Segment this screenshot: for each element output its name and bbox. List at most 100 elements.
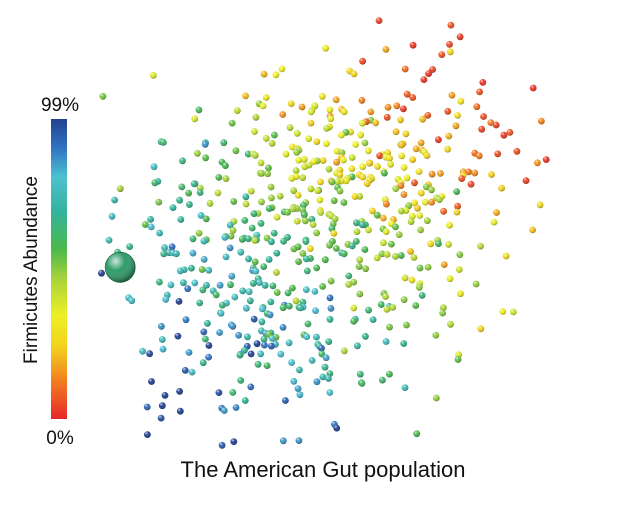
sample-point-shade [176,196,184,204]
sample-point-shade [216,281,224,289]
sample-point-shade [249,279,257,287]
sample-point-shade [292,297,300,305]
sample-point-shade [452,122,460,130]
sample-point-shade [397,182,405,190]
sample-point-shade [420,76,428,83]
sample-point-shade [325,165,333,173]
sample-point-shade [472,280,480,288]
sample-point-shade [367,108,375,116]
sample-point-shade [189,249,197,257]
sample-point-shade [445,132,453,140]
sample-point-shade [446,275,454,283]
sample-point-shade [476,88,483,96]
sample-point-shade [427,240,435,248]
sample-point-shade [162,296,170,303]
highlighted-sample [104,251,136,283]
sample-point-shade [412,302,420,309]
sample-point-shade [313,378,321,386]
sample-point-shade [280,237,287,245]
sample-point-shade [513,147,521,155]
sample-point-shade [321,363,329,371]
sample-point-shade [424,263,432,271]
sample-point-shade [395,231,403,239]
sample-point-shade [502,252,510,260]
sample-points [98,17,550,449]
sample-point-shade [247,187,255,195]
sample-point-shade [246,297,254,305]
sample-point-shade [116,185,124,193]
sample-point-shade [301,217,309,225]
sample-point-shade [362,265,369,273]
sample-point-shade [327,277,335,285]
sample-point-shade [416,212,424,219]
sample-point-shade [534,159,541,167]
sample-point-shade [158,336,166,343]
sample-point-shade [272,71,280,79]
sample-point-shade [200,237,208,245]
sample-point-shade [316,196,324,204]
sample-point-shade [158,322,165,330]
sample-point-shade [402,130,410,138]
sample-point-shade [358,96,366,104]
sample-point-shade [393,102,401,110]
sample-point-shade [201,140,209,148]
sample-point-shade [179,157,186,165]
sample-point-shade [302,286,310,293]
sample-point-shade [435,240,442,248]
sample-point-shade [233,107,241,114]
sample-point-shade [244,235,252,243]
sample-point-shade [265,205,273,212]
sample-point-shade [215,389,223,396]
sample-point-shade [195,229,203,237]
sample-point-shade [218,441,226,449]
sample-point-shade [353,219,360,227]
sample-point-shade [261,281,269,289]
sample-point-shade [387,160,394,168]
sample-point-shade [377,301,385,308]
sample-point-shade [279,111,287,118]
sample-point-shade [231,293,239,301]
sample-point-shade [475,152,483,160]
sample-point-shade [191,115,199,123]
sample-point-shade [167,281,175,289]
sample-point-shade [313,264,321,272]
sample-point-shade [412,145,420,153]
sample-point-shade [529,226,536,234]
x-axis-label: The American Gut population [181,457,466,482]
sample-point-shade [215,174,223,181]
sample-point-shade [202,335,209,343]
sample-point-shade [454,112,461,119]
sample-point-shade [293,217,301,225]
sample-point-shade [155,198,163,206]
sample-point-shade [419,115,426,123]
sample-point-shade [273,289,281,296]
sample-point-shade [196,189,204,196]
sample-point-shade [188,368,196,376]
sample-point-shade [403,174,411,182]
sample-point-shade [471,169,479,177]
sample-point-shade [365,226,372,234]
sample-point-shade [268,194,275,202]
sample-point-shade [340,347,348,355]
sample-point-shade [226,221,234,229]
sample-point-shade [189,235,197,243]
sample-point-shade [499,308,507,315]
sample-point-shade [98,269,105,277]
sample-point-shade [151,179,159,187]
sample-point-shade [446,41,453,48]
sample-point-shade [369,316,377,323]
sample-point-shade [456,33,464,41]
sample-point-shade [509,308,517,316]
sample-point-shade [352,238,360,245]
sample-point-shade [415,283,423,291]
sample-point-shade [400,105,407,113]
sample-point-shade [174,332,182,340]
sample-point-shade [401,274,409,282]
sample-point-shade [297,304,304,312]
sample-point-shade [432,331,440,339]
sample-point-shade [188,264,195,272]
sample-point-shade [480,113,487,120]
sample-point-shade [372,119,380,127]
sample-point-shade [277,350,285,358]
sample-point-shade [383,113,391,121]
